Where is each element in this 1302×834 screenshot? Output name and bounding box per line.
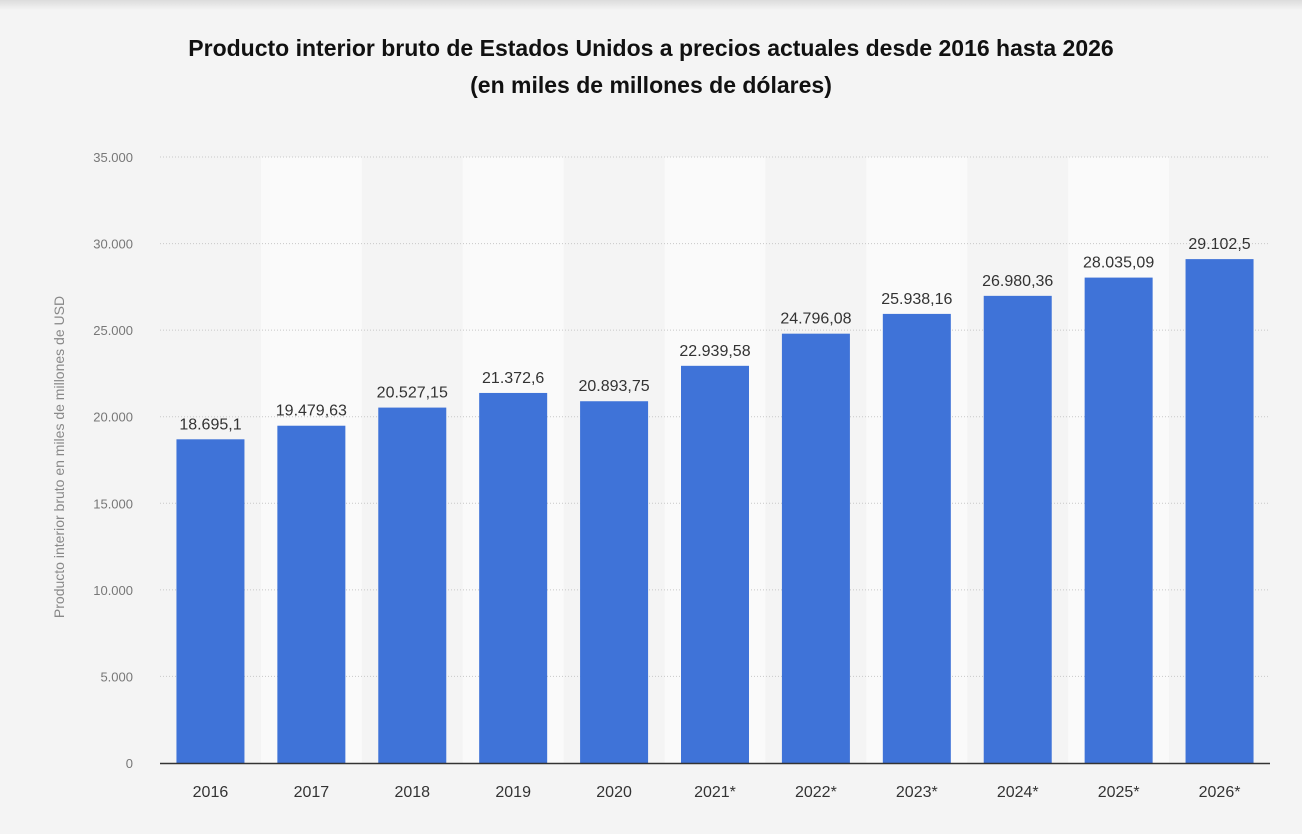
chart-title-line-1: Producto interior bruto de Estados Unido… <box>188 35 1114 61</box>
bar <box>781 333 850 763</box>
bar <box>277 425 346 763</box>
x-tick-label: 2017 <box>294 784 330 801</box>
x-tick-label: 2021* <box>694 784 736 801</box>
bars <box>176 259 1254 763</box>
top-shade <box>0 0 1302 10</box>
y-tick-label: 25.000 <box>93 323 133 338</box>
value-label: 24.796,08 <box>780 311 851 328</box>
value-label: 19.479,63 <box>276 403 347 420</box>
x-tick-label: 2024* <box>997 784 1039 801</box>
value-labels: 18.695,1 19.479,63 20.527,15 21.372,6 20.893… <box>179 236 1250 433</box>
y-tick-label: 30.000 <box>93 237 133 252</box>
bar <box>378 407 447 763</box>
x-tick-labels: 2016 2017 2018 2019 2020 2021* 2022* 2023* 2024*… <box>193 784 1241 801</box>
bar <box>882 313 951 763</box>
x-tick-label: 2018 <box>394 784 430 801</box>
value-label: 29.102,5 <box>1188 236 1250 253</box>
bar <box>681 365 749 763</box>
y-tick-labels: 0 5.000 10.000 15.000 20.000 25.000 30.000 35.0… <box>93 150 133 771</box>
value-label: 18.695,1 <box>179 416 241 433</box>
x-tick-label: 2023* <box>896 784 938 801</box>
y-tick-label: 20.000 <box>93 410 133 425</box>
x-tick-label: 2025* <box>1098 784 1140 801</box>
bar <box>1084 277 1153 763</box>
chart-title: Producto interior bruto de Estados Unido… <box>0 30 1302 104</box>
value-label: 22.939,58 <box>679 343 750 360</box>
bar <box>479 392 548 763</box>
bar <box>580 401 649 763</box>
chart-title-line-2: (en miles de millones de dólares) <box>470 72 832 98</box>
x-tick-label: 2019 <box>495 784 531 801</box>
y-tick-label: 0 <box>126 756 133 771</box>
x-tick-label: 2016 <box>193 784 229 801</box>
value-label: 20.893,75 <box>578 378 649 395</box>
bar <box>983 295 1052 763</box>
y-tick-label: 10.000 <box>93 583 133 598</box>
y-axis-label: Producto interior bruto en miles de mill… <box>51 296 67 618</box>
x-tick-label: 2022* <box>795 784 837 801</box>
x-tick-label: 2020 <box>596 784 632 801</box>
bar <box>176 439 245 763</box>
value-label: 28.035,09 <box>1083 255 1154 272</box>
y-tick-label: 35.000 <box>93 150 133 165</box>
value-label: 25.938,16 <box>881 291 952 308</box>
bar <box>1185 259 1254 763</box>
y-tick-label: 15.000 <box>93 496 133 511</box>
x-tick-label: 2026* <box>1199 784 1241 801</box>
value-label: 26.980,36 <box>982 273 1053 290</box>
y-tick-label: 5.000 <box>100 669 133 684</box>
value-label: 20.527,15 <box>377 385 448 402</box>
value-label: 21.372,6 <box>482 370 544 387</box>
